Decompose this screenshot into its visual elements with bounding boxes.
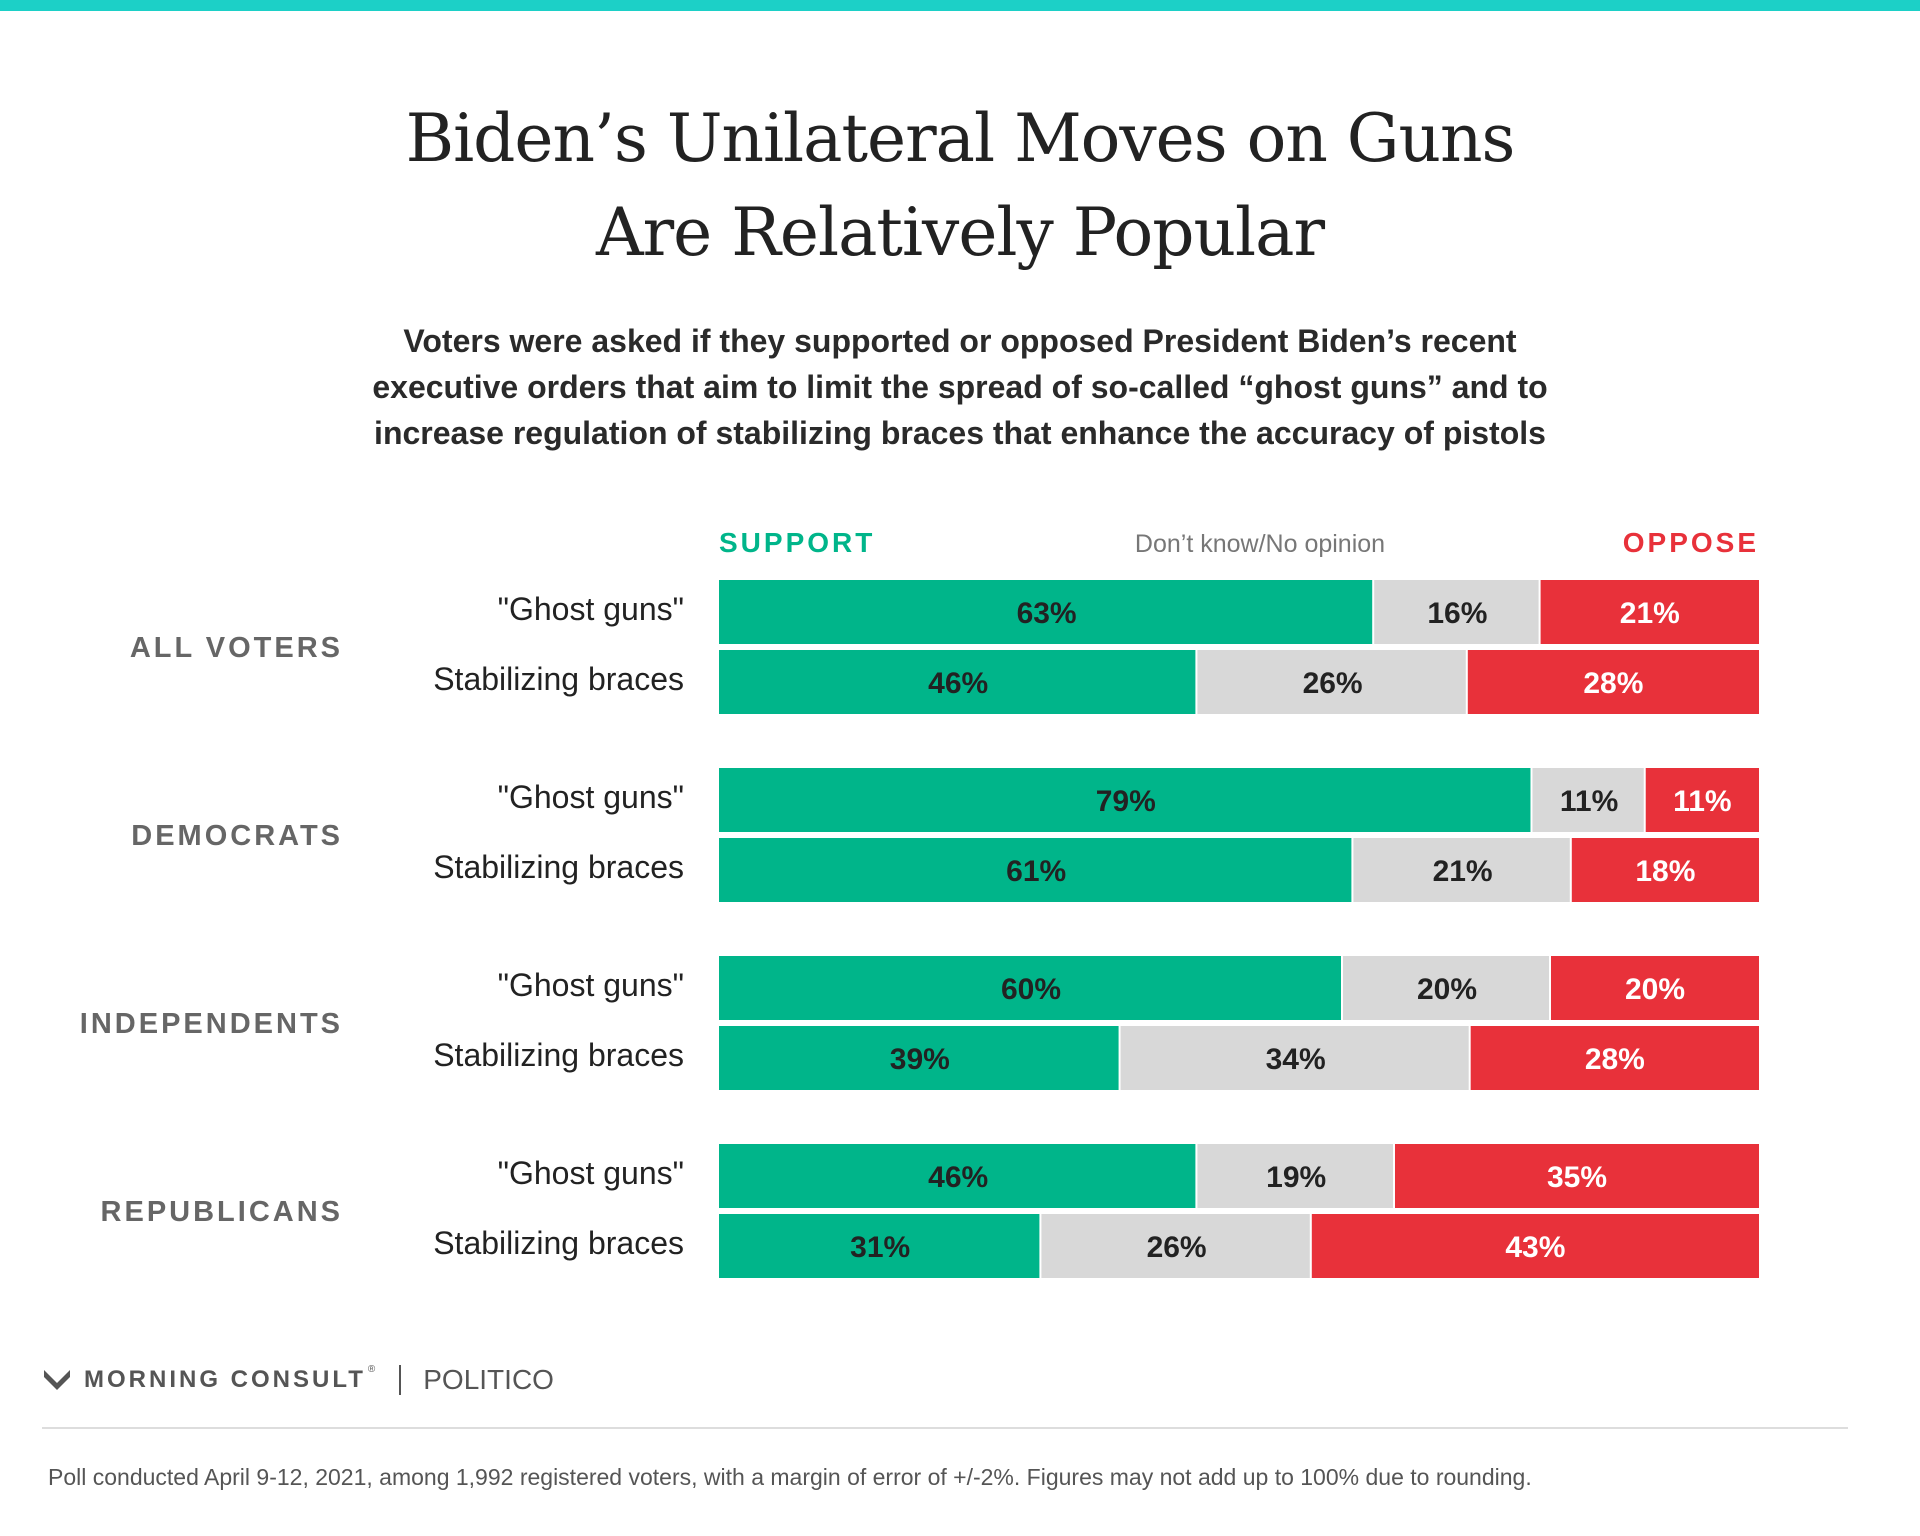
bar-segment bbox=[1470, 1026, 1759, 1090]
footnote: Poll conducted April 9-12, 2021, among 1… bbox=[48, 1464, 1532, 1490]
row-label: "Ghost guns" bbox=[498, 591, 684, 627]
bar-segment bbox=[719, 768, 1531, 832]
brand-divider bbox=[399, 1365, 402, 1395]
legend: SUPPORT Don’t know/No opinion OPPOSE bbox=[719, 527, 1759, 558]
bar-segment bbox=[719, 838, 1352, 902]
stacked-bar-chart: SUPPORT Don’t know/No opinion OPPOSE ALL V… bbox=[80, 527, 1759, 1278]
subtitle-line-1: Voters were asked if they supported or o… bbox=[403, 323, 1517, 359]
bar-segment bbox=[1311, 1214, 1759, 1278]
data-label: 39% bbox=[890, 1043, 950, 1076]
subtitle-line-2: executive orders that aim to limit the s… bbox=[372, 369, 1548, 405]
group-3: INDEPENDENTS "Ghost guns" 60% 20% 20% Stabili… bbox=[80, 956, 1759, 1090]
data-label: 43% bbox=[1505, 1231, 1565, 1264]
row-label: "Ghost guns" bbox=[498, 779, 684, 815]
group-label: REPUBLICANS bbox=[101, 1196, 343, 1228]
bar-segment bbox=[1353, 838, 1570, 902]
group-label: INDEPENDENTS bbox=[80, 1008, 343, 1040]
data-label: 34% bbox=[1266, 1043, 1326, 1076]
subtitle-line-3: increase regulation of stabilizing brace… bbox=[374, 415, 1546, 451]
row-label: Stabilizing braces bbox=[433, 1225, 684, 1261]
bar-segment bbox=[1197, 1144, 1393, 1208]
row-label: "Ghost guns" bbox=[498, 967, 684, 1003]
brand-trademark: ® bbox=[367, 1364, 376, 1375]
data-label: 16% bbox=[1427, 597, 1487, 630]
bar-segment bbox=[1395, 1144, 1759, 1208]
data-label: 61% bbox=[1006, 855, 1066, 888]
data-label: 26% bbox=[1303, 667, 1363, 700]
bar-segment bbox=[719, 580, 1373, 644]
data-label: 11% bbox=[1560, 785, 1618, 818]
group-4: REPUBLICANS "Ghost guns" 46% 19% 35% Stabiliz… bbox=[101, 1144, 1759, 1278]
group-2: DEMOCRATS "Ghost guns" 79% 11% 11% Stabilizin… bbox=[131, 768, 1759, 902]
bar-segment bbox=[1197, 650, 1466, 714]
data-label: 31% bbox=[850, 1231, 910, 1264]
row-label: "Ghost guns" bbox=[498, 1155, 684, 1191]
bar-segment bbox=[719, 650, 1196, 714]
footer-divider bbox=[42, 1427, 1848, 1429]
data-label: 79% bbox=[1096, 785, 1156, 818]
data-label: 28% bbox=[1585, 1043, 1645, 1076]
morning-consult-logo-icon bbox=[44, 1370, 70, 1390]
data-label: 26% bbox=[1147, 1231, 1207, 1264]
group-1: ALL VOTERS "Ghost guns" 63% 16% 21% Stabilizi… bbox=[130, 580, 1759, 714]
bar-segment bbox=[719, 1144, 1196, 1208]
bar-segment bbox=[1551, 956, 1759, 1020]
bar-segment bbox=[719, 1026, 1119, 1090]
legend-label-3: OPPOSE bbox=[1623, 527, 1759, 558]
data-label: 20% bbox=[1625, 973, 1685, 1006]
data-label: 19% bbox=[1266, 1161, 1326, 1194]
title-line-2: Are Relatively Popular bbox=[595, 194, 1325, 271]
bar-segment bbox=[1540, 580, 1759, 644]
data-label: 11% bbox=[1673, 785, 1731, 818]
bar-segment bbox=[1374, 580, 1539, 644]
legend-label-1: SUPPORT bbox=[719, 527, 875, 558]
brand-name: MORNING CONSULT bbox=[84, 1366, 366, 1393]
data-label: 28% bbox=[1583, 667, 1643, 700]
data-label: 35% bbox=[1547, 1161, 1607, 1194]
data-label: 18% bbox=[1635, 855, 1695, 888]
bar-segment bbox=[1467, 650, 1759, 714]
row-label: Stabilizing braces bbox=[433, 849, 684, 885]
bar-segment bbox=[1343, 956, 1549, 1020]
legend-label-2: Don’t know/No opinion bbox=[1135, 530, 1385, 558]
data-label: 21% bbox=[1433, 855, 1493, 888]
partner-name: POLITICO bbox=[423, 1364, 554, 1395]
data-label: 63% bbox=[1017, 597, 1077, 630]
bar-segment bbox=[719, 1214, 1040, 1278]
bar-segment bbox=[719, 956, 1341, 1020]
bar-area: ALL VOTERS "Ghost guns" 63% 16% 21% Stabilizi… bbox=[80, 580, 1759, 1278]
chart-subtitle: Voters were asked if they supported or o… bbox=[0, 318, 1920, 456]
group-label: ALL VOTERS bbox=[130, 632, 343, 664]
bar-segment bbox=[1120, 1026, 1469, 1090]
title-line-1: Biden’s Unilateral Moves on Guns bbox=[405, 100, 1516, 177]
bar-segment bbox=[1645, 768, 1759, 832]
data-label: 46% bbox=[928, 667, 988, 700]
row-label: Stabilizing braces bbox=[433, 1037, 684, 1073]
data-label: 60% bbox=[1001, 973, 1061, 1006]
bar-segment bbox=[1532, 768, 1644, 832]
chart-title: Biden’s Unilateral Moves on Guns Are Rel… bbox=[0, 92, 1920, 280]
group-label: DEMOCRATS bbox=[131, 820, 343, 852]
bar-segment bbox=[1571, 838, 1759, 902]
data-label: 21% bbox=[1620, 597, 1680, 630]
row-label: Stabilizing braces bbox=[433, 661, 684, 697]
bar-segment bbox=[1041, 1214, 1310, 1278]
top-accent-bar bbox=[0, 0, 1920, 11]
data-label: 46% bbox=[928, 1161, 988, 1194]
brand-footer: MORNING CONSULT ® POLITICO bbox=[42, 1358, 554, 1402]
data-label: 20% bbox=[1417, 973, 1477, 1006]
